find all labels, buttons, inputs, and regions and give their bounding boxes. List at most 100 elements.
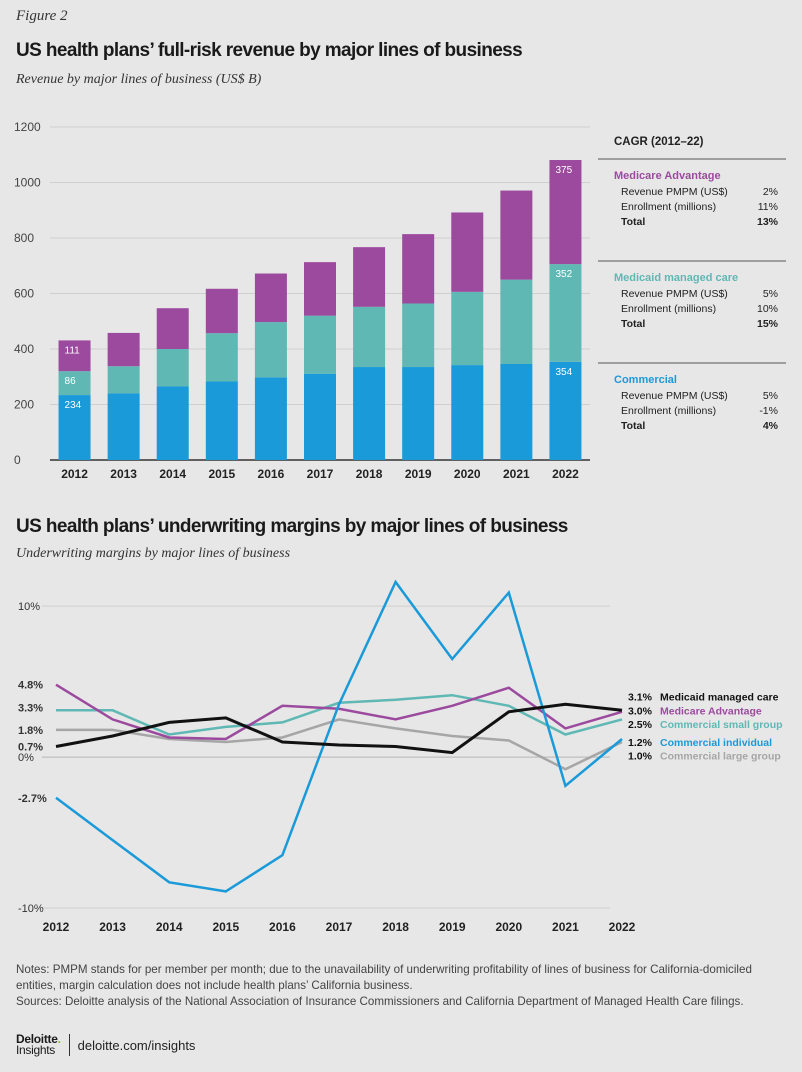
x-tick-label: 2016: [258, 467, 285, 481]
bar-segment: [402, 234, 435, 304]
footer: Deloitte. Insights deloitte.com/insights: [16, 1032, 196, 1056]
bar-data-label: 354: [555, 367, 572, 378]
x-tick-label: 2014: [159, 467, 186, 481]
y-tick-label: 400: [14, 342, 34, 356]
x-tick-label: 2022: [609, 920, 636, 934]
x-tick-label: 2013: [99, 920, 126, 934]
cagr-group-name: Medicare Advantage: [614, 170, 721, 182]
series-label: Commercial individual: [660, 737, 772, 749]
y-tick-label: 0.7%: [18, 742, 43, 754]
bar-segment: [353, 367, 386, 460]
cagr-row-value: 13%: [757, 216, 779, 228]
bar-segment: [58, 340, 91, 372]
cagr-title: CAGR (2012–22): [614, 136, 704, 148]
bar-segment: [451, 365, 484, 460]
bar-segment: [451, 212, 484, 292]
cagr-row-label: Revenue PMPM (US$): [621, 186, 728, 198]
bar-segment: [107, 366, 140, 394]
series-line: [55, 702, 623, 755]
cagr-row-label: Total: [621, 420, 645, 432]
cagr-group-name: Medicaid managed care: [614, 272, 738, 284]
cagr-row-label: Total: [621, 318, 645, 330]
bar-segment: [107, 393, 140, 460]
bar-segment: [500, 190, 533, 280]
bar-segment: [205, 288, 238, 334]
x-tick-label: 2021: [552, 920, 579, 934]
x-tick-label: 2016: [269, 920, 296, 934]
bar-data-label: 352: [555, 269, 572, 280]
y-tick-label: 4.8%: [18, 680, 43, 692]
x-tick-label: 2017: [307, 467, 334, 481]
bar-segment: [451, 291, 484, 366]
notes: Notes: PMPM stands for per member per mo…: [16, 962, 786, 1010]
cagr-row-label: Enrollment (millions): [621, 201, 716, 213]
x-tick-label: 2015: [212, 920, 239, 934]
bar-segment: [58, 395, 91, 460]
end-value-label: 3.1%: [628, 692, 653, 704]
cagr-row-value: -1%: [759, 405, 778, 417]
bar-segment: [353, 306, 386, 368]
sources-text: Sources: Deloitte analysis of the Nation…: [16, 995, 744, 1008]
bar-segment: [254, 322, 287, 378]
bar-segment: [500, 363, 533, 460]
bar-segment: [304, 315, 336, 374]
y-tick-label: 10%: [18, 601, 40, 613]
x-tick-label: 2019: [439, 920, 466, 934]
bar-segment: [402, 303, 435, 368]
y-tick-label: 600: [14, 287, 34, 301]
y-tick-label: 3.3%: [18, 702, 43, 714]
end-value-label: 2.5%: [628, 719, 653, 731]
bar-data-label: 111: [65, 345, 81, 356]
cagr-row-label: Total: [621, 216, 645, 228]
y-tick-label: -2.7%: [18, 793, 47, 805]
bar-segment: [254, 273, 287, 323]
x-tick-label: 2020: [495, 920, 522, 934]
bar-segment: [402, 367, 435, 460]
y-tick-label: 800: [14, 231, 34, 245]
x-tick-label: 2020: [454, 467, 481, 481]
x-tick-label: 2019: [405, 467, 432, 481]
bar-segment: [304, 262, 336, 316]
footer-url[interactable]: deloitte.com/insights: [77, 1037, 196, 1053]
logo-dot: .: [57, 1032, 61, 1046]
footer-divider: [68, 1034, 70, 1056]
cagr-row-value: 5%: [763, 390, 778, 402]
y-tick-label: 0%: [18, 752, 34, 764]
cagr-row-value: 11%: [758, 201, 778, 213]
series-line: [55, 579, 623, 893]
revenue-bar-chart: 0 200 400 600 800 1000 1200 234 86 111 2012 2013 201…: [14, 120, 786, 481]
x-tick-label: 2015: [208, 467, 235, 481]
notes-text: Notes: PMPM stands for per member per mo…: [16, 963, 752, 992]
y-tick-label: 0: [14, 453, 21, 467]
y-tick-label: 1200: [14, 120, 41, 134]
x-tick-label: 2017: [326, 920, 353, 934]
series-label: Medicare Advantage: [660, 705, 762, 717]
x-tick-label: 2018: [356, 467, 383, 481]
cagr-row-value: 5%: [763, 288, 778, 300]
x-tick-label: 2018: [382, 920, 409, 934]
end-value-label: 1.0%: [628, 751, 653, 763]
series-line: [55, 683, 623, 741]
bar-segment: [500, 279, 533, 364]
bar-data-label: 375: [555, 165, 572, 176]
y-tick-label: 200: [14, 398, 34, 412]
y-tick-label: 1.8%: [18, 725, 43, 737]
chart1-title: US health plans’ full-risk revenue by ma…: [16, 40, 523, 61]
cagr-row-label: Enrollment (millions): [621, 303, 716, 315]
bar-segment: [549, 361, 582, 460]
chart2-title: US health plans’ underwriting margins by…: [16, 516, 568, 537]
chart2-subtitle: Underwriting margins by major lines of b…: [16, 546, 291, 561]
bar-segment: [353, 247, 386, 307]
x-tick-label: 2021: [503, 467, 530, 481]
bar-data-label: 234: [65, 400, 82, 411]
bar-segment: [107, 332, 140, 367]
end-value-label: 1.2%: [628, 737, 653, 749]
cagr-group-name: Commercial: [614, 374, 677, 386]
bar-segment: [156, 386, 189, 460]
x-tick-label: 2014: [156, 920, 183, 934]
deloitte-insights-logo: Deloitte. Insights: [16, 1032, 61, 1056]
series-label: Medicaid managed care: [660, 692, 779, 704]
cagr-row-label: Enrollment (millions): [621, 405, 716, 417]
bar-segment: [549, 160, 582, 265]
bar-segment: [58, 371, 91, 396]
